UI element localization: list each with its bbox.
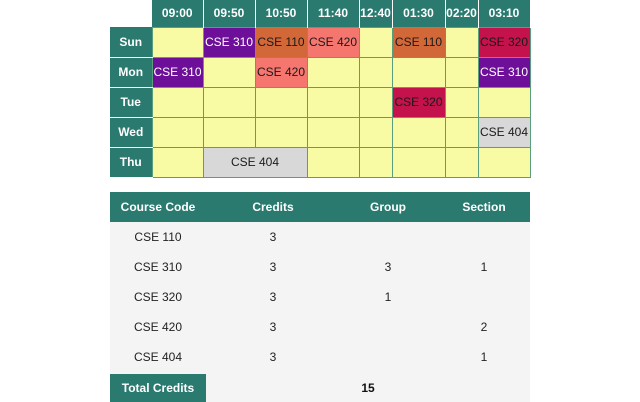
day-label-wed: Wed bbox=[110, 117, 152, 148]
summary-header-row: Course Code Credits Group Section bbox=[110, 192, 530, 222]
course-slot[interactable]: CSE 310 bbox=[151, 56, 204, 88]
class-routine-grid: 09:00 09:50 10:50 11:40 12:40 01:30 02:2… bbox=[110, 0, 531, 178]
slot-empty bbox=[151, 146, 204, 178]
grid-corner bbox=[110, 0, 152, 27]
slot-empty bbox=[358, 86, 393, 118]
slot-empty bbox=[444, 116, 479, 148]
column-header-group: Group bbox=[370, 200, 406, 214]
section-cell: 2 bbox=[480, 320, 488, 334]
slot-empty bbox=[358, 26, 393, 58]
slot-empty bbox=[306, 116, 360, 148]
slot-empty bbox=[444, 26, 479, 58]
slot-empty bbox=[306, 146, 360, 178]
time-slot-0130: 01:30 bbox=[392, 0, 446, 27]
day-row-tue: Tue CSE 320 bbox=[110, 86, 531, 118]
slot-empty bbox=[444, 86, 479, 118]
course-slot[interactable]: CSE 310 bbox=[477, 56, 531, 88]
slot-empty bbox=[254, 86, 308, 118]
day-row-sun: Sun CSE 310 CSE 110 CSE 420 CSE 110 CSE … bbox=[110, 26, 531, 58]
time-header-row: 09:00 09:50 10:50 11:40 12:40 01:30 02:2… bbox=[110, 0, 531, 27]
slot-empty bbox=[358, 146, 393, 178]
credits-cell: 3 bbox=[269, 320, 277, 334]
slot-empty bbox=[444, 56, 479, 88]
slot-empty bbox=[151, 116, 204, 148]
group-cell: 1 bbox=[384, 290, 392, 304]
column-header-section: Section bbox=[462, 200, 506, 214]
slot-empty bbox=[444, 146, 479, 178]
time-slot-1140: 11:40 bbox=[307, 0, 360, 27]
day-label-sun: Sun bbox=[110, 27, 152, 58]
course-slot[interactable]: CSE 404 bbox=[477, 116, 531, 148]
slot-empty bbox=[306, 56, 360, 88]
section-cell: 1 bbox=[480, 350, 488, 364]
day-label-thu: Thu bbox=[110, 147, 152, 178]
total-credits-value: 15 bbox=[361, 381, 375, 395]
course-code-cell: CSE 110 bbox=[134, 230, 182, 244]
credits-cell: 3 bbox=[269, 350, 277, 364]
slot-empty bbox=[391, 116, 446, 148]
section-cell: 1 bbox=[480, 260, 488, 274]
course-slot[interactable]: CSE 420 bbox=[306, 26, 360, 58]
time-slot-0220: 02:20 bbox=[445, 0, 479, 27]
day-label-mon: Mon bbox=[110, 57, 152, 88]
course-slot[interactable]: CSE 320 bbox=[391, 86, 446, 118]
slot-empty bbox=[358, 56, 393, 88]
day-label-tue: Tue bbox=[110, 87, 152, 118]
slot-empty bbox=[477, 86, 531, 118]
course-code-cell: CSE 310 bbox=[133, 260, 183, 274]
slot-empty bbox=[202, 86, 256, 118]
day-row-mon: Mon CSE 310 CSE 420 CSE 310 bbox=[110, 56, 531, 88]
course-slot[interactable]: CSE 310 bbox=[202, 26, 256, 58]
course-code-cell: CSE 320 bbox=[133, 290, 183, 304]
course-slot[interactable]: CSE 404 bbox=[202, 146, 308, 178]
time-slot-0950: 09:50 bbox=[203, 0, 256, 27]
course-slot[interactable]: CSE 110 bbox=[254, 26, 308, 58]
slot-empty bbox=[358, 116, 393, 148]
credits-cell: 3 bbox=[269, 260, 277, 274]
course-slot[interactable]: CSE 110 bbox=[391, 26, 446, 58]
day-row-thu: Thu CSE 404 bbox=[110, 146, 531, 178]
slot-empty bbox=[391, 146, 446, 178]
course-code-cell: CSE 404 bbox=[133, 350, 183, 364]
time-slot-1050: 10:50 bbox=[255, 0, 308, 27]
time-slot-0310: 03:10 bbox=[478, 0, 531, 27]
course-code-cell: CSE 420 bbox=[133, 320, 183, 334]
slot-empty bbox=[151, 26, 204, 58]
column-header-course-code: Course Code bbox=[120, 200, 196, 214]
time-slot-0900: 09:00 bbox=[152, 0, 204, 27]
slot-empty bbox=[391, 56, 446, 88]
time-slot-1240: 12:40 bbox=[359, 0, 393, 27]
credits-cell: 3 bbox=[269, 230, 277, 244]
column-header-credits: Credits bbox=[252, 200, 294, 214]
group-cell: 3 bbox=[384, 260, 392, 274]
course-slot[interactable]: CSE 420 bbox=[254, 56, 308, 88]
slot-empty bbox=[306, 86, 360, 118]
credits-cell: 3 bbox=[269, 290, 277, 304]
course-slot[interactable]: CSE 320 bbox=[477, 26, 531, 58]
slot-empty bbox=[151, 86, 204, 118]
total-credits-label: Total Credits bbox=[110, 374, 206, 402]
slot-empty bbox=[477, 146, 531, 178]
day-row-wed: Wed CSE 404 bbox=[110, 116, 531, 148]
slot-empty bbox=[254, 116, 308, 148]
slot-empty bbox=[202, 56, 256, 88]
slot-empty bbox=[202, 116, 256, 148]
course-summary-table: Course Code Credits Group Section CSE 11… bbox=[110, 192, 530, 402]
